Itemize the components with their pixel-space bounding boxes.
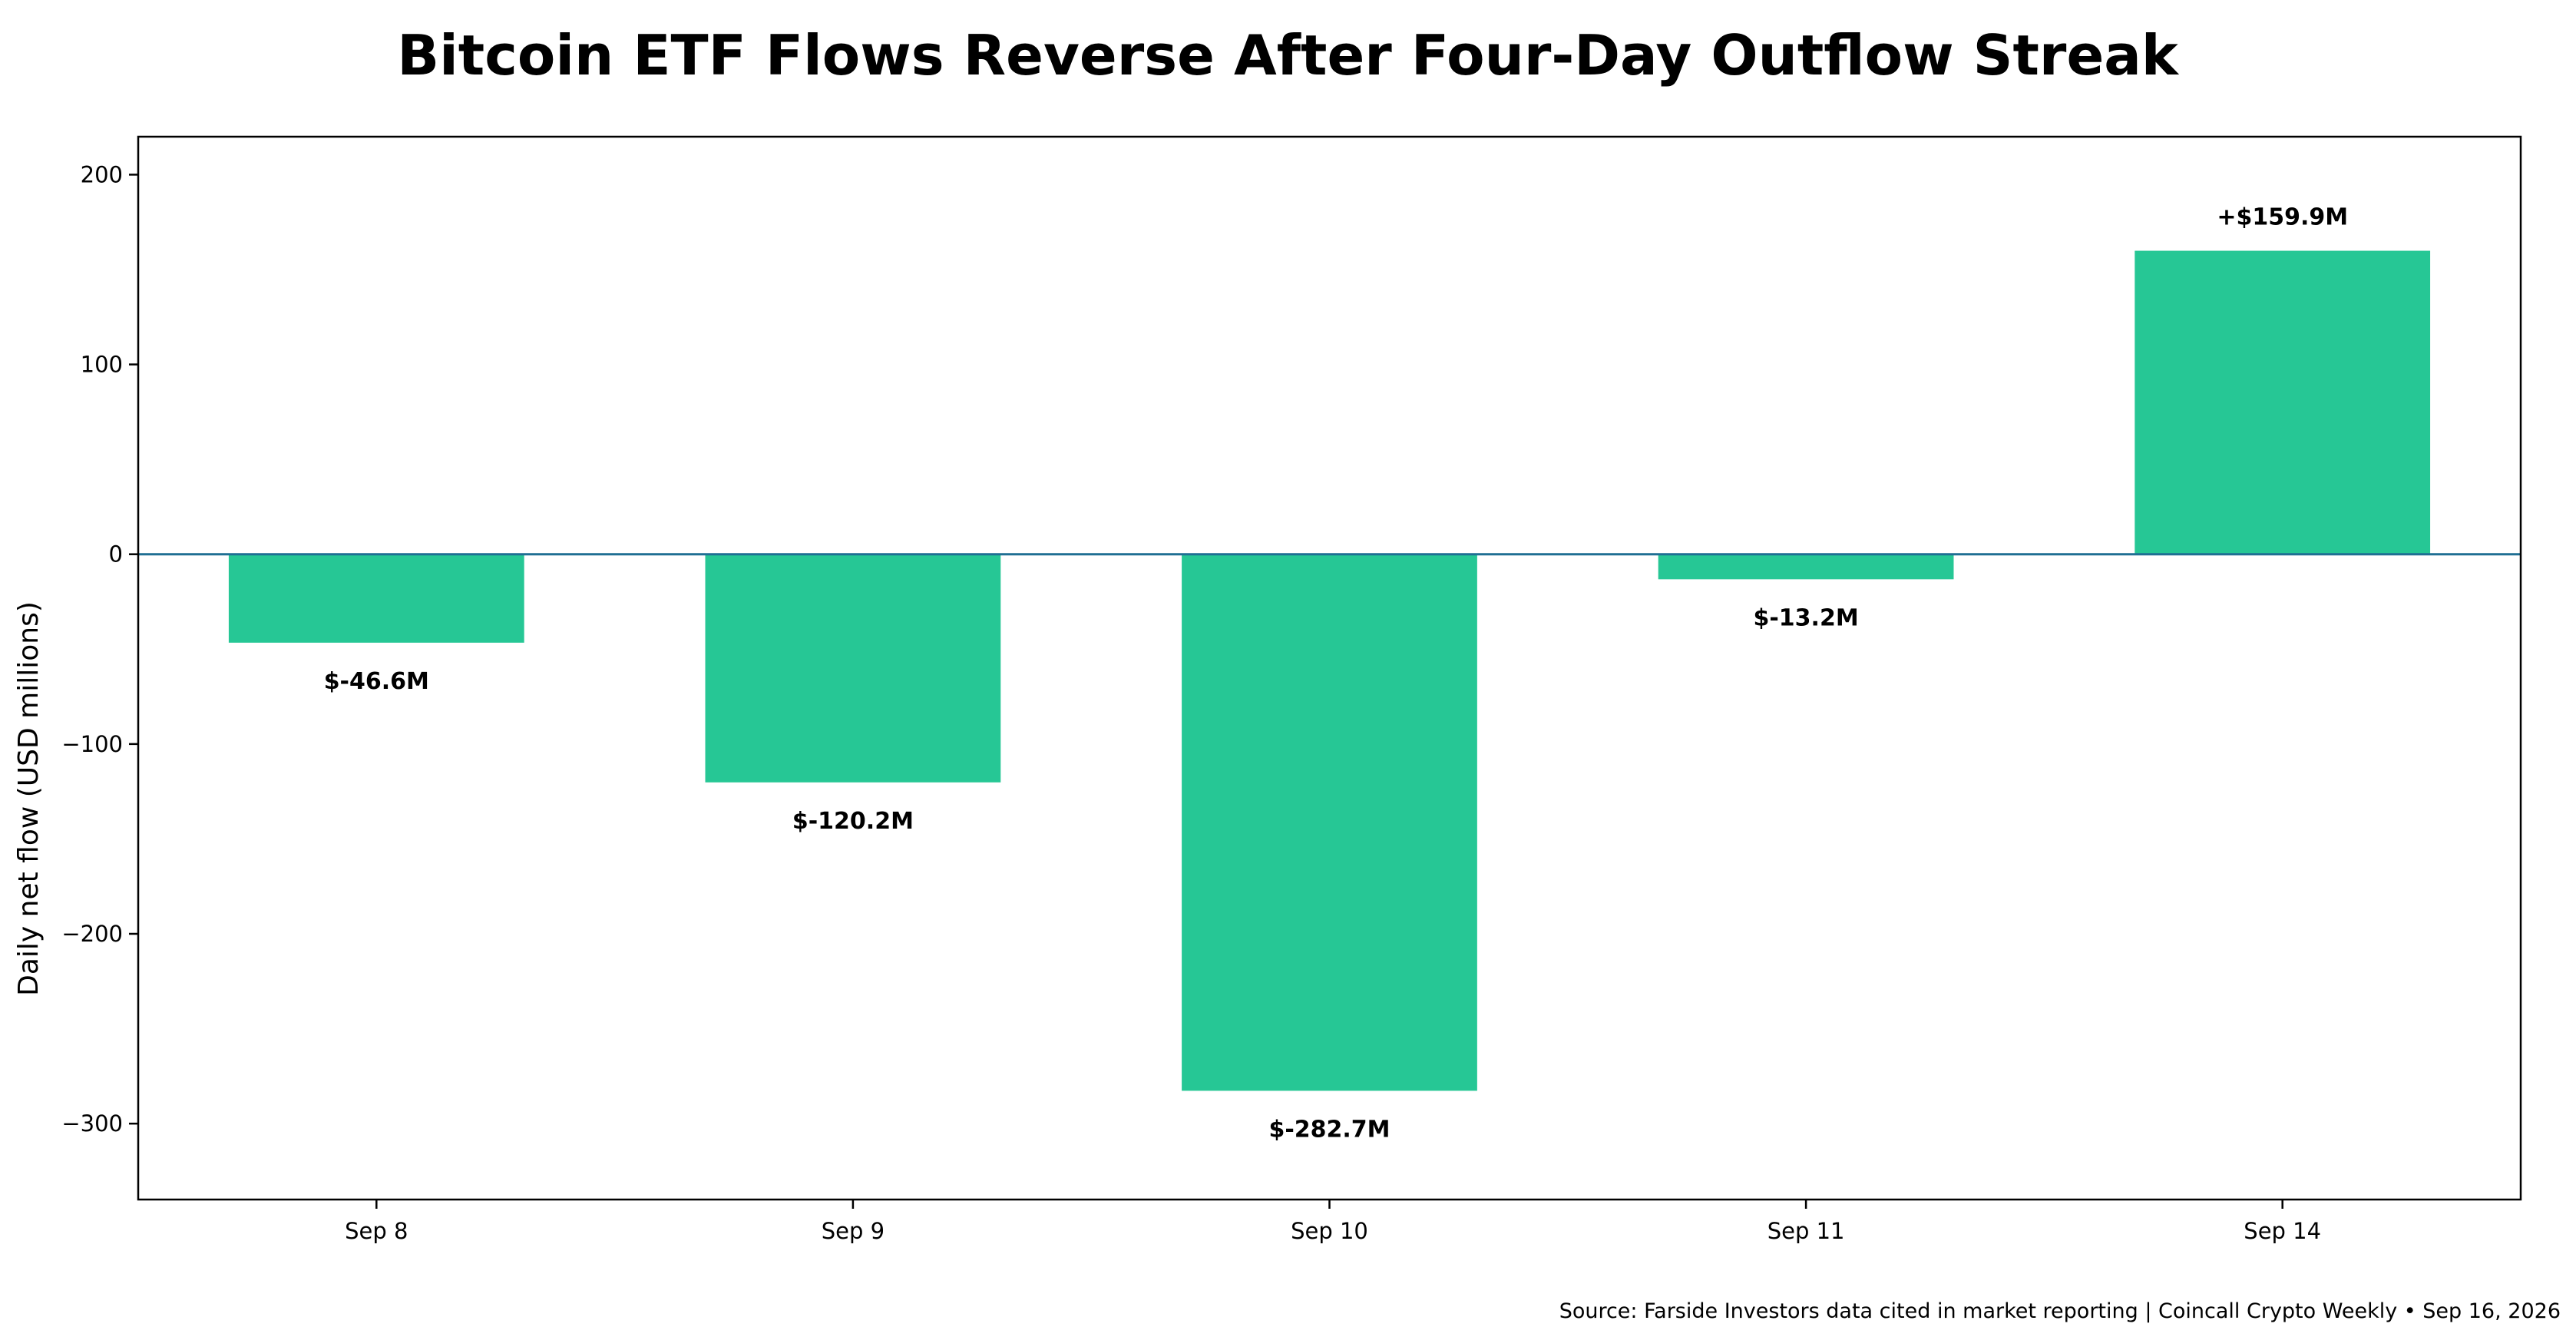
x-tick-label-2: Sep 10 — [1291, 1218, 1368, 1244]
bar-3 — [1658, 554, 1954, 580]
x-tick-label-3: Sep 11 — [1767, 1218, 1845, 1244]
y-axis-label: Daily net flow (USD millions) — [13, 601, 45, 996]
y-axis: −300 −200 −100 0 100 200 — [61, 161, 138, 1137]
bar-label-1: $-120.2M — [792, 808, 914, 835]
y-tick-label-3: 0 — [109, 541, 123, 568]
bar-label-2: $-282.7M — [1268, 1116, 1390, 1143]
bar-0 — [228, 554, 524, 643]
y-tick-label-0: −300 — [61, 1110, 123, 1137]
bars-layer — [228, 250, 2431, 1091]
y-tick-label-2: −100 — [61, 731, 123, 757]
bar-label-3: $-13.2M — [1753, 604, 1858, 631]
bar-label-0: $-46.6M — [324, 668, 429, 695]
source-note: Source: Farside Investors data cited in … — [1559, 1299, 2561, 1323]
y-tick-label-1: −200 — [61, 921, 123, 947]
bar-4 — [2135, 250, 2431, 554]
y-tick-label-5: 200 — [81, 161, 123, 187]
x-axis: Sep 8 Sep 9 Sep 10 Sep 11 Sep 14 — [345, 1200, 2321, 1244]
bar-label-4: +$159.9M — [2217, 204, 2348, 231]
plot-area: $-46.6M $-120.2M $-282.7M $-13.2M +$159.9M — [137, 135, 2522, 1201]
bar-labels-layer: $-46.6M $-120.2M $-282.7M $-13.2M +$159.9M — [324, 204, 2348, 1143]
x-tick-label-0: Sep 8 — [345, 1218, 408, 1244]
bar-1 — [705, 554, 1001, 783]
chart-title: Bitcoin ETF Flows Reverse After Four-Day… — [397, 23, 2180, 88]
x-tick-label-4: Sep 14 — [2244, 1218, 2321, 1244]
bar-2 — [1182, 554, 1477, 1091]
x-tick-label-1: Sep 9 — [822, 1218, 885, 1244]
y-tick-label-4: 100 — [81, 352, 123, 378]
